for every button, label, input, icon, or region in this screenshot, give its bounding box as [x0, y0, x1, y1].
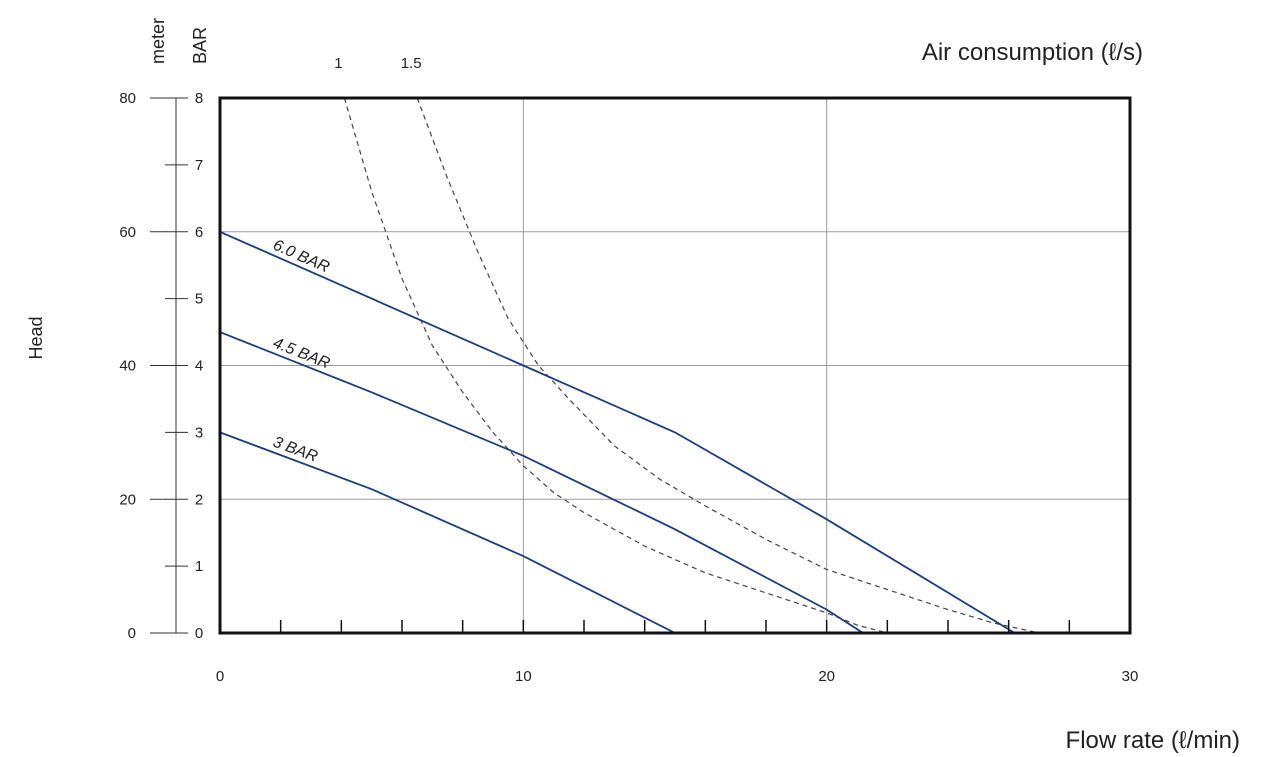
bar-tick-label: 4 — [195, 358, 203, 375]
x-tick-label: 0 — [216, 668, 224, 685]
bar-tick-label: 2 — [195, 491, 203, 508]
bar-tick-label: 8 — [195, 90, 203, 107]
bar-tick-label: 3 — [195, 424, 203, 441]
bar-tick-label: 1 — [195, 558, 203, 575]
pressure-curve — [219, 230, 1016, 634]
meter-tick-label: 60 — [119, 224, 136, 241]
x-axis-title: Flow rate (ℓ/min) — [1066, 727, 1240, 754]
bar-tick-label: 5 — [195, 291, 203, 308]
bar-axis-unit: BAR — [190, 27, 210, 64]
meter-tick-label: 20 — [119, 491, 136, 508]
meter-tick-label: 0 — [128, 625, 136, 642]
air-consumption-curves: 1 1.5 — [334, 55, 1040, 634]
air-consumption-curve — [416, 97, 1040, 634]
air-consumption-tick-label: 1.5 — [401, 55, 422, 72]
air-consumption-title: Air consumption (ℓ/s) — [922, 39, 1143, 66]
x-tick-label: 20 — [818, 668, 835, 685]
meter-axis-unit: meter — [148, 18, 168, 64]
plot-frame — [218, 96, 1132, 635]
bar-tick-label: 6 — [195, 224, 203, 241]
x-tick-label: 30 — [1122, 668, 1139, 685]
grid-lines — [220, 98, 1130, 633]
bar-tick-label: 0 — [195, 625, 203, 642]
meter-tick-label: 80 — [119, 90, 136, 107]
meter-tick-label: 40 — [119, 358, 136, 375]
pressure-curve — [219, 431, 676, 634]
y-axis-title: Head — [26, 316, 46, 359]
pressure-curve-label: 6.0 BAR — [270, 237, 332, 277]
pressure-curve — [219, 331, 864, 634]
pressure-curve-label: 4.5 BAR — [271, 335, 333, 373]
bar-tick-label: 7 — [195, 157, 203, 174]
air-consumption-tick-label: 1 — [334, 55, 342, 72]
x-tick-label: 10 — [515, 668, 532, 685]
air-consumption-curve — [343, 97, 888, 634]
